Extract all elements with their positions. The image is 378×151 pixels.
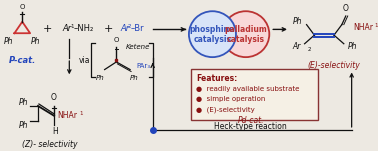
- Text: –Br: –Br: [131, 24, 145, 33]
- Text: O: O: [20, 4, 25, 10]
- Text: NHAr: NHAr: [57, 111, 77, 120]
- Text: 1: 1: [374, 23, 378, 28]
- Text: O: O: [51, 93, 57, 102]
- Text: H: H: [53, 127, 59, 136]
- Text: O: O: [114, 37, 119, 43]
- Text: +: +: [104, 24, 113, 34]
- Text: catalysis: catalysis: [194, 35, 231, 44]
- Text: O: O: [343, 4, 349, 13]
- Circle shape: [222, 11, 269, 57]
- Text: NHAr: NHAr: [353, 23, 373, 32]
- Text: Ph: Ph: [19, 98, 28, 107]
- Text: Ph: Ph: [31, 37, 41, 46]
- Text: Ph: Ph: [348, 42, 357, 51]
- Circle shape: [189, 11, 236, 57]
- Text: 1: 1: [79, 111, 83, 116]
- Text: 2: 2: [308, 47, 311, 52]
- Text: ●  simple operation: ● simple operation: [196, 96, 265, 102]
- Text: P-cat.: P-cat.: [9, 56, 36, 64]
- Text: +: +: [43, 24, 53, 34]
- Text: Ar: Ar: [62, 24, 72, 33]
- Text: Ph: Ph: [4, 37, 13, 46]
- Text: Heck-type reaction: Heck-type reaction: [214, 122, 287, 132]
- Text: Ar: Ar: [292, 42, 301, 51]
- Text: Ph: Ph: [130, 75, 138, 81]
- Text: Ph: Ph: [19, 120, 28, 130]
- Text: Pd-cat.: Pd-cat.: [237, 116, 264, 125]
- Text: –NH₂: –NH₂: [73, 24, 93, 33]
- Text: Ph: Ph: [96, 75, 105, 81]
- Text: PAr₃: PAr₃: [136, 63, 150, 69]
- Text: phosphine: phosphine: [190, 25, 235, 34]
- Text: ●  readily available substrate: ● readily available substrate: [196, 86, 299, 92]
- Text: Ketene: Ketene: [126, 44, 150, 50]
- Text: catalysis: catalysis: [227, 35, 265, 44]
- Text: 2: 2: [128, 24, 132, 29]
- Text: via: via: [79, 56, 91, 64]
- Text: Ar: Ar: [120, 24, 130, 33]
- Text: 1: 1: [70, 24, 74, 29]
- Text: palladium: palladium: [225, 25, 267, 34]
- Text: ●  (E)-selectivity: ● (E)-selectivity: [196, 107, 254, 113]
- Text: (Z)- selectivity: (Z)- selectivity: [22, 140, 77, 149]
- FancyBboxPatch shape: [191, 69, 318, 120]
- Text: Features:: Features:: [196, 74, 237, 83]
- Text: (E)-selectivity: (E)-selectivity: [308, 61, 360, 70]
- Text: Ph: Ph: [293, 17, 303, 26]
